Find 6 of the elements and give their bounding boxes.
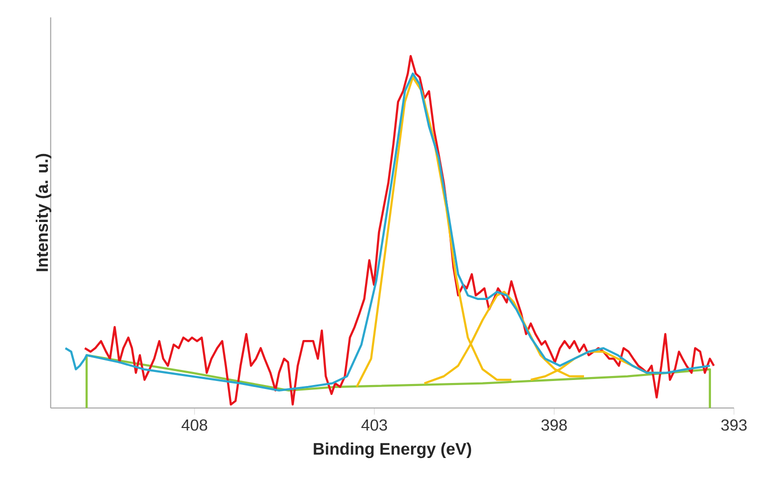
x-tick-label: 393 (721, 419, 747, 431)
x-tick-label: 408 (182, 419, 208, 431)
y-axis-title: Intensity (a. u.) (36, 154, 52, 272)
x-axis-title: Binding Energy (eV) (314, 442, 472, 458)
x-tick-label: 398 (541, 419, 567, 431)
x-tick-label: 403 (361, 419, 387, 431)
